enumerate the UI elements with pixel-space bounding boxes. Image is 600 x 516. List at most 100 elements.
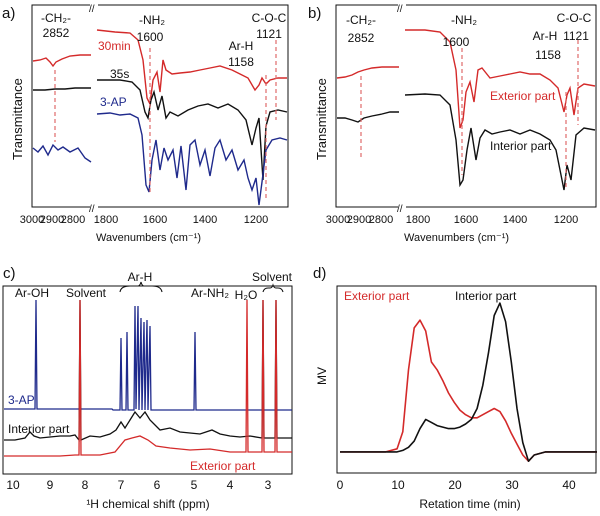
panel-b-annotation-ch2-group: -CH₂-: [346, 13, 376, 27]
panel-a-annotation-ch2-group: -CH₂-: [41, 11, 71, 25]
panel-c-tick-label-10: 10: [6, 478, 20, 492]
panel-a-tick-label-2800: 2800: [61, 214, 85, 226]
panel-d-label: d): [313, 265, 326, 282]
panel-a-tick-label-1800: 1800: [94, 214, 118, 226]
panel-c-solvent-bracket: [262, 283, 284, 293]
panel-d-series-exterior: [340, 319, 597, 462]
panel-a-xlabel: Wavenumbers (cm⁻¹): [96, 232, 201, 244]
panel-a-annotation-coc-group: C-O-C: [252, 11, 287, 25]
panel-c-tick-label-3: 3: [265, 478, 272, 492]
panel-c-tick-label-9: 9: [47, 478, 54, 492]
panel-d-plot-area: [340, 302, 597, 462]
panel-c-annotation-solvent-2: Solvent: [252, 270, 293, 284]
panel-c-annotation-h2o: H₂O: [235, 288, 258, 302]
panel-d-series-interior: [340, 302, 597, 462]
panel-b-axis-break: [398, 1, 406, 211]
panel-b-axis-break-mark-bottom: //: [397, 204, 403, 215]
panel-b-annotation-ch2-value: 2852: [348, 31, 375, 45]
panel-d: d) MV Exterior part Interior part 0 10 2…: [313, 265, 597, 511]
panel-a-series-30min-right: [96, 29, 287, 107]
panel-a-axis-break: [90, 1, 98, 211]
panel-d-frame: [336, 285, 597, 474]
panel-b-series-interior-left: [337, 111, 399, 123]
panel-a-tick-label-1400: 1400: [193, 214, 217, 226]
panel-a-annotation-nh2-group: -NH₂: [139, 13, 165, 27]
panel-c-series-exterior: [4, 299, 292, 457]
panel-c-annotation-arh: Ar-H: [128, 270, 153, 284]
panel-d-ylabel: MV: [315, 367, 329, 385]
panel-a-annotation-coc-value: 1121: [256, 27, 282, 41]
panel-c-legend-interior: Interior part: [8, 422, 70, 436]
panel-b-legend-exterior: Exterior part: [490, 89, 556, 103]
panel-a-tick-label-2900: 2900: [40, 214, 64, 226]
panel-c-tick-label-6: 6: [154, 478, 161, 492]
panel-b-label: b): [308, 5, 321, 22]
panel-a-label: a): [2, 5, 15, 22]
panel-c-tick-label-8: 8: [82, 478, 89, 492]
panel-b: b) // // Transmittance Wavenumbers (cm⁻¹…: [308, 1, 597, 244]
panel-a-legend-35s: 35s: [110, 67, 129, 81]
panel-d-xlabel: Retation time (min): [419, 497, 520, 511]
panel-a-series-30min-left: [32, 54, 91, 68]
panel-a-axis-break-mark-bottom: //: [89, 204, 95, 215]
panel-c: c) Ar-OH Solvent Ar-H Ar-NH₂ H₂O Solvent…: [2, 265, 293, 511]
panel-a-annotation-nh2-value: 1600: [137, 30, 164, 44]
panel-a-ylabel: Transmittance: [10, 78, 25, 160]
panel-b-tick-label-1600: 1600: [454, 214, 478, 226]
panel-b-series-interior-right: [404, 93, 596, 191]
panel-b-tick-label-1800: 1800: [406, 214, 430, 226]
panel-c-annotation-solvent-1: Solvent: [66, 286, 107, 300]
panel-b-tick-label-1400: 1400: [503, 214, 527, 226]
panel-a-annotation-arh-group: Ar-H: [229, 39, 254, 53]
panel-c-legend-3ap: 3-AP: [8, 393, 35, 407]
panel-c-tick-label-5: 5: [191, 478, 198, 492]
panel-b-annotation-nh2-value: 1600: [443, 35, 470, 49]
panel-a-tick-label-3000: 3000: [20, 214, 44, 226]
panel-b-xlabel: Wavenumbers (cm⁻¹): [404, 232, 509, 244]
panel-c-series-interior: [4, 299, 292, 442]
panel-a-series-3ap-left: [32, 143, 92, 163]
panel-b-annotation-coc-group: C-O-C: [557, 11, 592, 25]
panel-c-annotation-aroh: Ar-OH: [15, 286, 49, 300]
panel-d-tick-label-40: 40: [562, 478, 576, 492]
panel-b-tick-label-3000: 3000: [326, 214, 350, 226]
panel-b-legend-interior: Interior part: [490, 139, 552, 153]
panel-d-legend-interior: Interior part: [455, 289, 517, 303]
panel-a-tick-label-1600: 1600: [143, 214, 167, 226]
panel-b-series-exterior-left: [336, 66, 399, 79]
panel-a-legend-3ap: 3-AP: [100, 95, 127, 109]
panel-b-annotation-arh-value: 1158: [535, 48, 561, 62]
panel-d-tick-label-20: 20: [448, 478, 462, 492]
panel-c-label: c): [3, 265, 16, 282]
panel-a-series-35s-left: [33, 87, 91, 91]
panel-a-annotation-arh-value: 1158: [228, 55, 254, 69]
panel-b-tick-label-2900: 2900: [347, 214, 371, 226]
panel-a-axis-break-mark: //: [89, 4, 95, 15]
panel-c-xlabel: ¹H chemical shift (ppm): [86, 497, 209, 511]
panel-a-legend-30min: 30min: [98, 39, 131, 53]
panel-c-tick-label-7: 7: [118, 478, 125, 492]
panel-a-annotation-ch2-value: 2852: [43, 26, 70, 40]
panel-c-annotation-arnh2: Ar-NH₂: [191, 286, 229, 300]
panel-b-tick-label-2800: 2800: [369, 214, 393, 226]
panel-d-legend-exterior: Exterior part: [344, 289, 410, 303]
panel-b-annotation-coc-value: 1121: [563, 29, 589, 43]
panel-d-tick-label-10: 10: [391, 478, 405, 492]
panel-a: a) // // Transmittance Wavenumbers (cm⁻¹…: [2, 1, 289, 244]
panel-c-series-3ap: [4, 299, 292, 411]
panel-b-series-exterior-right: [405, 29, 596, 129]
panel-c-tick-label-4: 4: [227, 478, 234, 492]
panel-b-annotation-arh-group: Ar-H: [533, 29, 558, 43]
panel-b-ylabel: Transmittance: [314, 78, 329, 160]
panel-a-series-3ap-right: [96, 112, 288, 206]
panel-d-tick-label-30: 30: [505, 478, 519, 492]
panel-c-arh-bracket: [119, 281, 163, 293]
panel-b-axis-break-mark: //: [397, 4, 403, 15]
panel-d-tick-label-0: 0: [337, 478, 344, 492]
panel-a-tick-label-1200: 1200: [244, 214, 268, 226]
panel-b-tick-label-1200: 1200: [554, 214, 578, 226]
panel-a-series-35s-right: [97, 79, 288, 181]
panel-b-annotation-nh2-group: -NH₂: [451, 13, 477, 27]
panel-c-legend-exterior: Exterior part: [190, 459, 256, 473]
